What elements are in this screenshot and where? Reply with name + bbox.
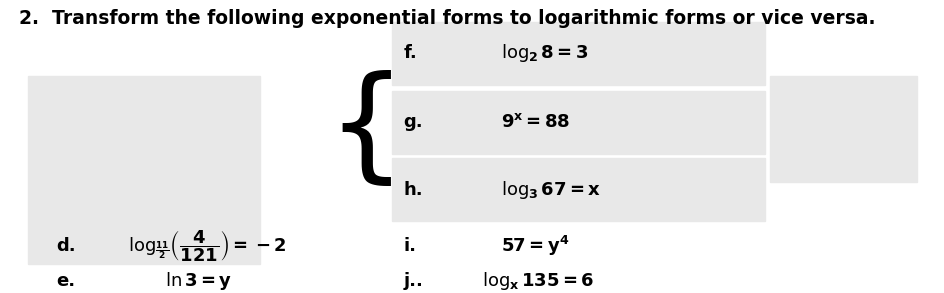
Text: $\mathbf{\log_2 8 = 3}$: $\mathbf{\log_2 8 = 3}$ <box>500 42 588 64</box>
Bar <box>28 76 260 264</box>
Text: $\mathbf{\log_3 67 = x}$: $\mathbf{\log_3 67 = x}$ <box>500 179 600 202</box>
Text: $\mathbf{\log_{\frac{11}{2}}\!\left(\dfrac{4}{121}\right) = -2}$: $\mathbf{\log_{\frac{11}{2}}\!\left(\dfr… <box>127 228 286 264</box>
Text: $\mathbf{\ln 3 = y}$: $\mathbf{\ln 3 = y}$ <box>165 270 232 292</box>
Bar <box>392 158 765 221</box>
Text: 2.  Transform the following exponential forms to logarithmic forms or vice versa: 2. Transform the following exponential f… <box>19 9 874 28</box>
Bar <box>392 22 765 85</box>
Text: g.: g. <box>403 113 423 132</box>
Bar <box>392 91 765 154</box>
Text: e.: e. <box>57 272 76 290</box>
Text: h.: h. <box>403 181 423 200</box>
Text: $\mathbf{\log_x 135 = 6}$: $\mathbf{\log_x 135 = 6}$ <box>481 270 594 292</box>
Text: i.: i. <box>403 237 416 255</box>
Text: {: { <box>327 70 406 191</box>
Text: f.: f. <box>403 44 417 62</box>
Text: $\mathbf{9^x = 88}$: $\mathbf{9^x = 88}$ <box>500 113 569 132</box>
Text: j..: j.. <box>403 272 423 290</box>
Bar <box>769 76 916 182</box>
Text: $\mathbf{57 = y^4}$: $\mathbf{57 = y^4}$ <box>500 234 568 258</box>
Text: d.: d. <box>57 237 76 255</box>
